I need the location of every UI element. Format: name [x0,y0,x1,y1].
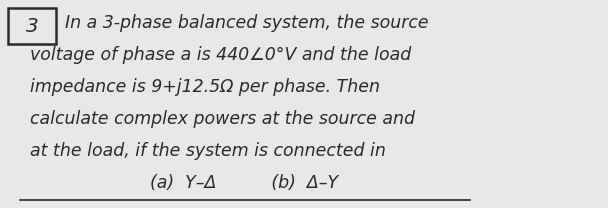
Text: In a 3-phase balanced system, the source: In a 3-phase balanced system, the source [65,14,429,32]
Text: calculate complex powers at the source and: calculate complex powers at the source a… [30,110,415,128]
Text: 3: 3 [26,16,38,36]
Text: voltage of phase a is 440∠0°V and the load: voltage of phase a is 440∠0°V and the lo… [30,46,411,64]
Text: impedance is 9+j12.5Ω per phase. Then: impedance is 9+j12.5Ω per phase. Then [30,78,380,96]
Bar [8,8,56,44]
Text: at the load, if the system is connected in: at the load, if the system is connected … [30,142,386,160]
Text: (a)  Y–Δ          (b)  Δ–Y: (a) Y–Δ (b) Δ–Y [150,174,338,192]
